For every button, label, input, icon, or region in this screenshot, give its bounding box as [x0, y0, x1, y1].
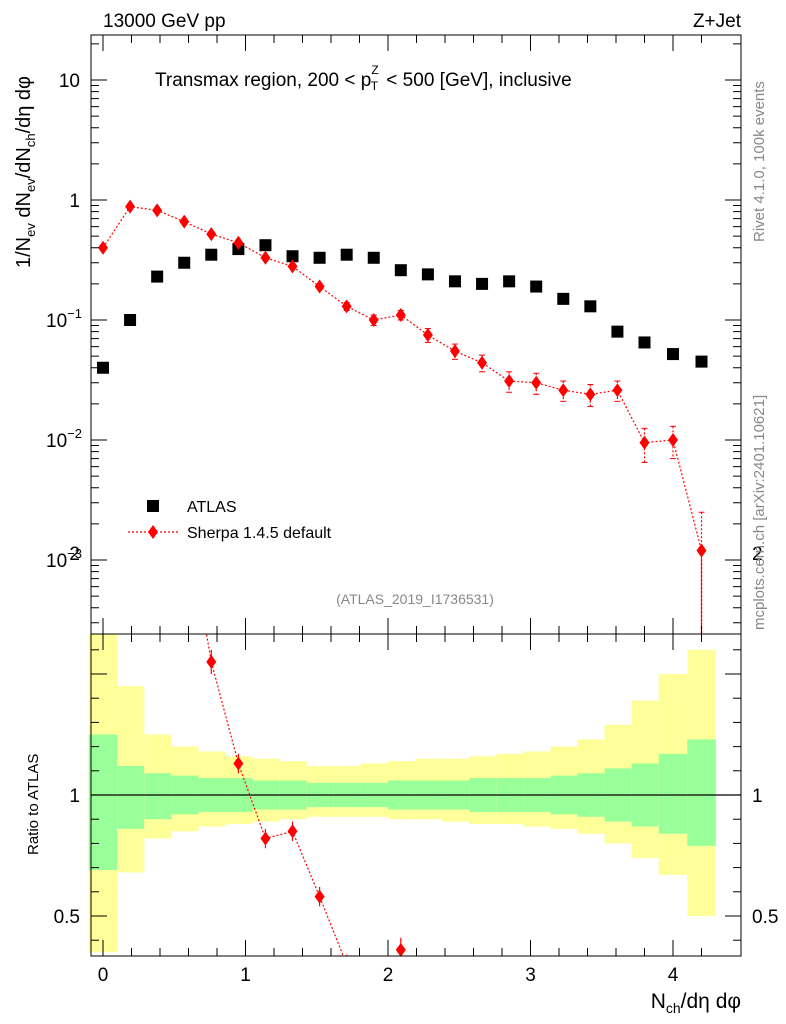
ratio-sherpa-point: [260, 831, 271, 846]
atlas-data-point: [448, 275, 461, 288]
main-ytick-label: 10: [59, 71, 80, 92]
ratio-uncertainty-bands: [88, 634, 716, 953]
ratio-sherpa-point: [206, 654, 217, 669]
ratio-sherpa-point: [287, 824, 298, 839]
sherpa-data-point: [422, 327, 433, 342]
sherpa-data-point: [558, 383, 569, 398]
atlas-data-point: [313, 251, 326, 264]
ratio-sherpa-point: [395, 942, 406, 956]
atlas-data-point: [367, 251, 380, 264]
sherpa-data-point: [125, 199, 136, 214]
atlas-data-point: [530, 280, 543, 293]
atlas-data-point: [557, 292, 570, 305]
atlas-data-point: [286, 250, 299, 263]
sherpa-data-point: [449, 344, 460, 359]
xtick-label: 3: [525, 965, 536, 986]
xtick-label: 1: [240, 965, 251, 986]
ratio-ytick-label: 0.5: [54, 907, 80, 928]
sherpa-data-point: [668, 433, 678, 447]
ratio-sherpa-point: [314, 889, 325, 904]
ratio-sherpa-point: [233, 756, 244, 771]
ratio-inner-band: [88, 734, 118, 871]
main-plot-marks: [97, 199, 708, 634]
atlas-data-point: [638, 336, 651, 349]
atlas-data-point: [205, 248, 218, 261]
atlas-data-point: [394, 264, 407, 277]
sherpa-data-point: [639, 435, 650, 450]
xtick-label: 2: [383, 965, 394, 986]
atlas-data-point: [259, 239, 272, 252]
rivet-version-label: Rivet 4.1.0, 100k events: [751, 81, 768, 242]
ratio-ytick-label: 2: [69, 544, 80, 565]
sherpa-data-point: [477, 355, 488, 370]
main-ytick-label: 10−1: [46, 306, 82, 332]
main-ylabel: 1/Nev dNev/dNch/dη dφ: [13, 76, 38, 268]
analysis-tag: (ATLAS_2019_I1736531): [336, 591, 494, 607]
ratio-inner-band: [658, 753, 688, 834]
ratio-ytick-label-right: 0.5: [752, 907, 778, 928]
plot-title: Transmax region, 200 < pZ T < 500 [GeV], …: [155, 63, 572, 93]
atlas-data-point: [124, 314, 137, 326]
sherpa-data-point: [98, 240, 108, 255]
legend-atlas-marker: [147, 500, 159, 512]
sherpa-data-point: [152, 203, 163, 218]
ratio-ytick-label-right: 2: [752, 544, 763, 565]
ratio-ytick-label: 1: [69, 786, 80, 807]
sherpa-data-point: [612, 383, 623, 398]
ratio-panel: 0 1 2 3 4 0.5 0.5 1 1 2 2: [54, 544, 779, 986]
atlas-data-point: [340, 248, 353, 261]
sherpa-data-point: [260, 250, 271, 265]
collision-label: 13000 GeV pp: [103, 11, 226, 32]
atlas-data-point: [695, 355, 708, 368]
sherpa-data-point: [233, 235, 244, 250]
main-frame: [90, 34, 742, 635]
ratio-inner-band: [687, 739, 716, 846]
xtick-label: 0: [98, 965, 109, 986]
atlas-data-point: [584, 300, 597, 313]
ratio-inner-band: [144, 773, 172, 820]
legend-sherpa-label: Sherpa 1.4.5 default: [187, 525, 332, 542]
ratio-sherpa-group: [174, 634, 406, 971]
process-label: Z+Jet: [693, 11, 742, 32]
main-ytick-label: 1: [69, 191, 80, 212]
sherpa-data-point: [206, 227, 217, 242]
ratio-sherpa-entry: [174, 634, 175, 635]
sherpa-data-point: [504, 374, 515, 389]
atlas-data-point: [151, 270, 164, 283]
xtick-label: 4: [668, 965, 679, 986]
atlas-data-point: [667, 348, 679, 361]
atlas-data-point: [611, 325, 624, 338]
sherpa-data-point: [341, 299, 352, 314]
main-ytick-label: 10−2: [46, 426, 82, 452]
sherpa-data-point: [287, 259, 298, 274]
source-label: mcplots.cern.ch [arXiv:2401.10621]: [751, 395, 768, 630]
legend-atlas-label: ATLAS: [187, 499, 237, 516]
atlas-data-point: [503, 275, 516, 288]
sherpa-data-point: [395, 308, 406, 323]
legend: ATLAS Sherpa 1.4.5 default: [128, 499, 332, 542]
ratio-axes: 0 1 2 3 4 0.5 0.5 1 1 2 2: [54, 544, 779, 986]
sherpa-data-point: [585, 387, 596, 402]
xlabel: Nch/dη dφ: [651, 990, 741, 1016]
atlas-data-point: [476, 277, 489, 290]
atlas-data-point: [421, 268, 434, 281]
ratio-ytick-label-right: 1: [752, 786, 763, 807]
ratio-frame: [90, 633, 742, 957]
ratio-plot-marks: [174, 634, 406, 971]
atlas-data-point: [178, 256, 191, 269]
atlas-data-point: [97, 361, 109, 374]
sherpa-data-point: [368, 313, 379, 327]
ratio-sherpa-point: [342, 957, 352, 971]
sherpa-data-point: [179, 214, 190, 229]
sherpa-line: [102, 206, 703, 634]
ratio-inner-band: [117, 765, 145, 829]
ratio-ylabel: Ratio to ATLAS: [25, 754, 42, 855]
sherpa-data-point: [531, 375, 542, 390]
legend-sherpa-marker: [148, 525, 158, 539]
sherpa-data-point: [314, 279, 325, 294]
